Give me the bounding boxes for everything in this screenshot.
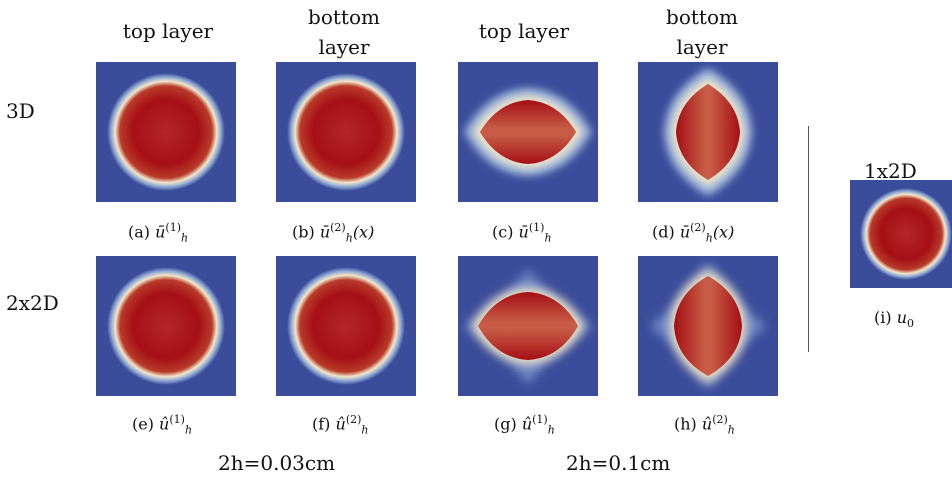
caption-e-sub: h [184,423,193,437]
header-bottom-line2-b: layer [676,35,728,59]
caption-f: (f) û(2)h [312,410,369,441]
row-label-2x2d: 2x2D [6,291,59,315]
caption-f-prefix: (f) [312,414,336,434]
panel-d [638,62,778,202]
right-title-1x2d: 1x2D [864,159,917,183]
panel-c [458,62,598,202]
caption-i-sub: 0 [907,317,914,331]
caption-e-prefix: (e) [132,414,160,434]
panel-h [638,256,778,396]
caption-f-sym: û [335,414,346,434]
caption-h-sym: û [701,414,713,434]
header-top-layer-1: top layer [122,19,214,43]
caption-c: (c) ū(1)h [492,218,552,249]
caption-h-sup: (2) [712,413,728,426]
panel-e [96,256,236,396]
header-bottom-layer-1: bottom layer [264,6,424,58]
caption-b: (b) ū(2)h(x) [292,218,374,249]
caption-g-prefix: (g) [494,414,522,434]
panel-b [276,62,416,202]
caption-i: (i) u0 [874,308,914,334]
caption-h: (h) û(2)h [674,410,735,441]
caption-e-sup: (1) [169,413,185,426]
header-top-layer-2: top layer [478,19,570,43]
caption-i-sym: u [896,308,907,327]
caption-c-prefix: (c) [492,222,519,242]
divider-line [808,126,809,352]
caption-f-sub: h [361,423,369,437]
caption-c-sub: h [544,231,552,245]
panel-g [458,256,598,396]
caption-b-prefix: (b) [292,222,320,242]
group-label-003cm: 2h=0.03cm [218,451,336,475]
caption-e-sym: û [159,414,170,434]
caption-b-suffix: (x) [352,222,375,242]
caption-g-sup: (1) [532,413,548,426]
caption-h-prefix: (h) [674,414,702,434]
header-bottom-layer-2: bottom layer [622,6,782,58]
caption-d-sub: h [705,231,713,245]
caption-a-sup: (1) [165,221,182,234]
panel-f [276,256,416,396]
caption-e: (e) û(1)h [132,410,192,441]
header-bottom-line2: layer [318,35,370,59]
caption-b-sub: h [345,231,353,245]
caption-c-sup: (1) [528,221,545,234]
panel-a [96,62,236,202]
caption-b-sym: ū [319,222,331,242]
group-label-01cm: 2h=0.1cm [566,451,671,475]
row-label-3d: 3D [6,99,35,123]
panel-i [850,180,952,288]
header-bottom-line1-b: bottom [666,5,738,29]
caption-h-sub: h [727,423,735,437]
caption-g-sub: h [547,423,555,437]
caption-f-sup: (2) [345,413,362,426]
caption-i-prefix: (i) [874,308,897,327]
caption-d-suffix: (x) [712,222,735,242]
header-bottom-line1: bottom [308,5,380,29]
caption-a-sym: ū [155,222,166,242]
caption-d: (d) ū(2)h(x) [652,218,734,249]
caption-g-sym: û [521,414,533,434]
caption-g: (g) û(1)h [494,410,555,441]
caption-d-sym: ū [679,222,691,242]
caption-d-prefix: (d) [652,222,680,242]
caption-a-sub: h [181,231,189,245]
caption-a: (a) ū(1)h [128,218,188,249]
caption-c-sym: ū [518,222,529,242]
caption-b-sup: (2) [330,221,346,234]
caption-a-prefix: (a) [128,222,156,242]
caption-d-sup: (2) [690,221,706,234]
